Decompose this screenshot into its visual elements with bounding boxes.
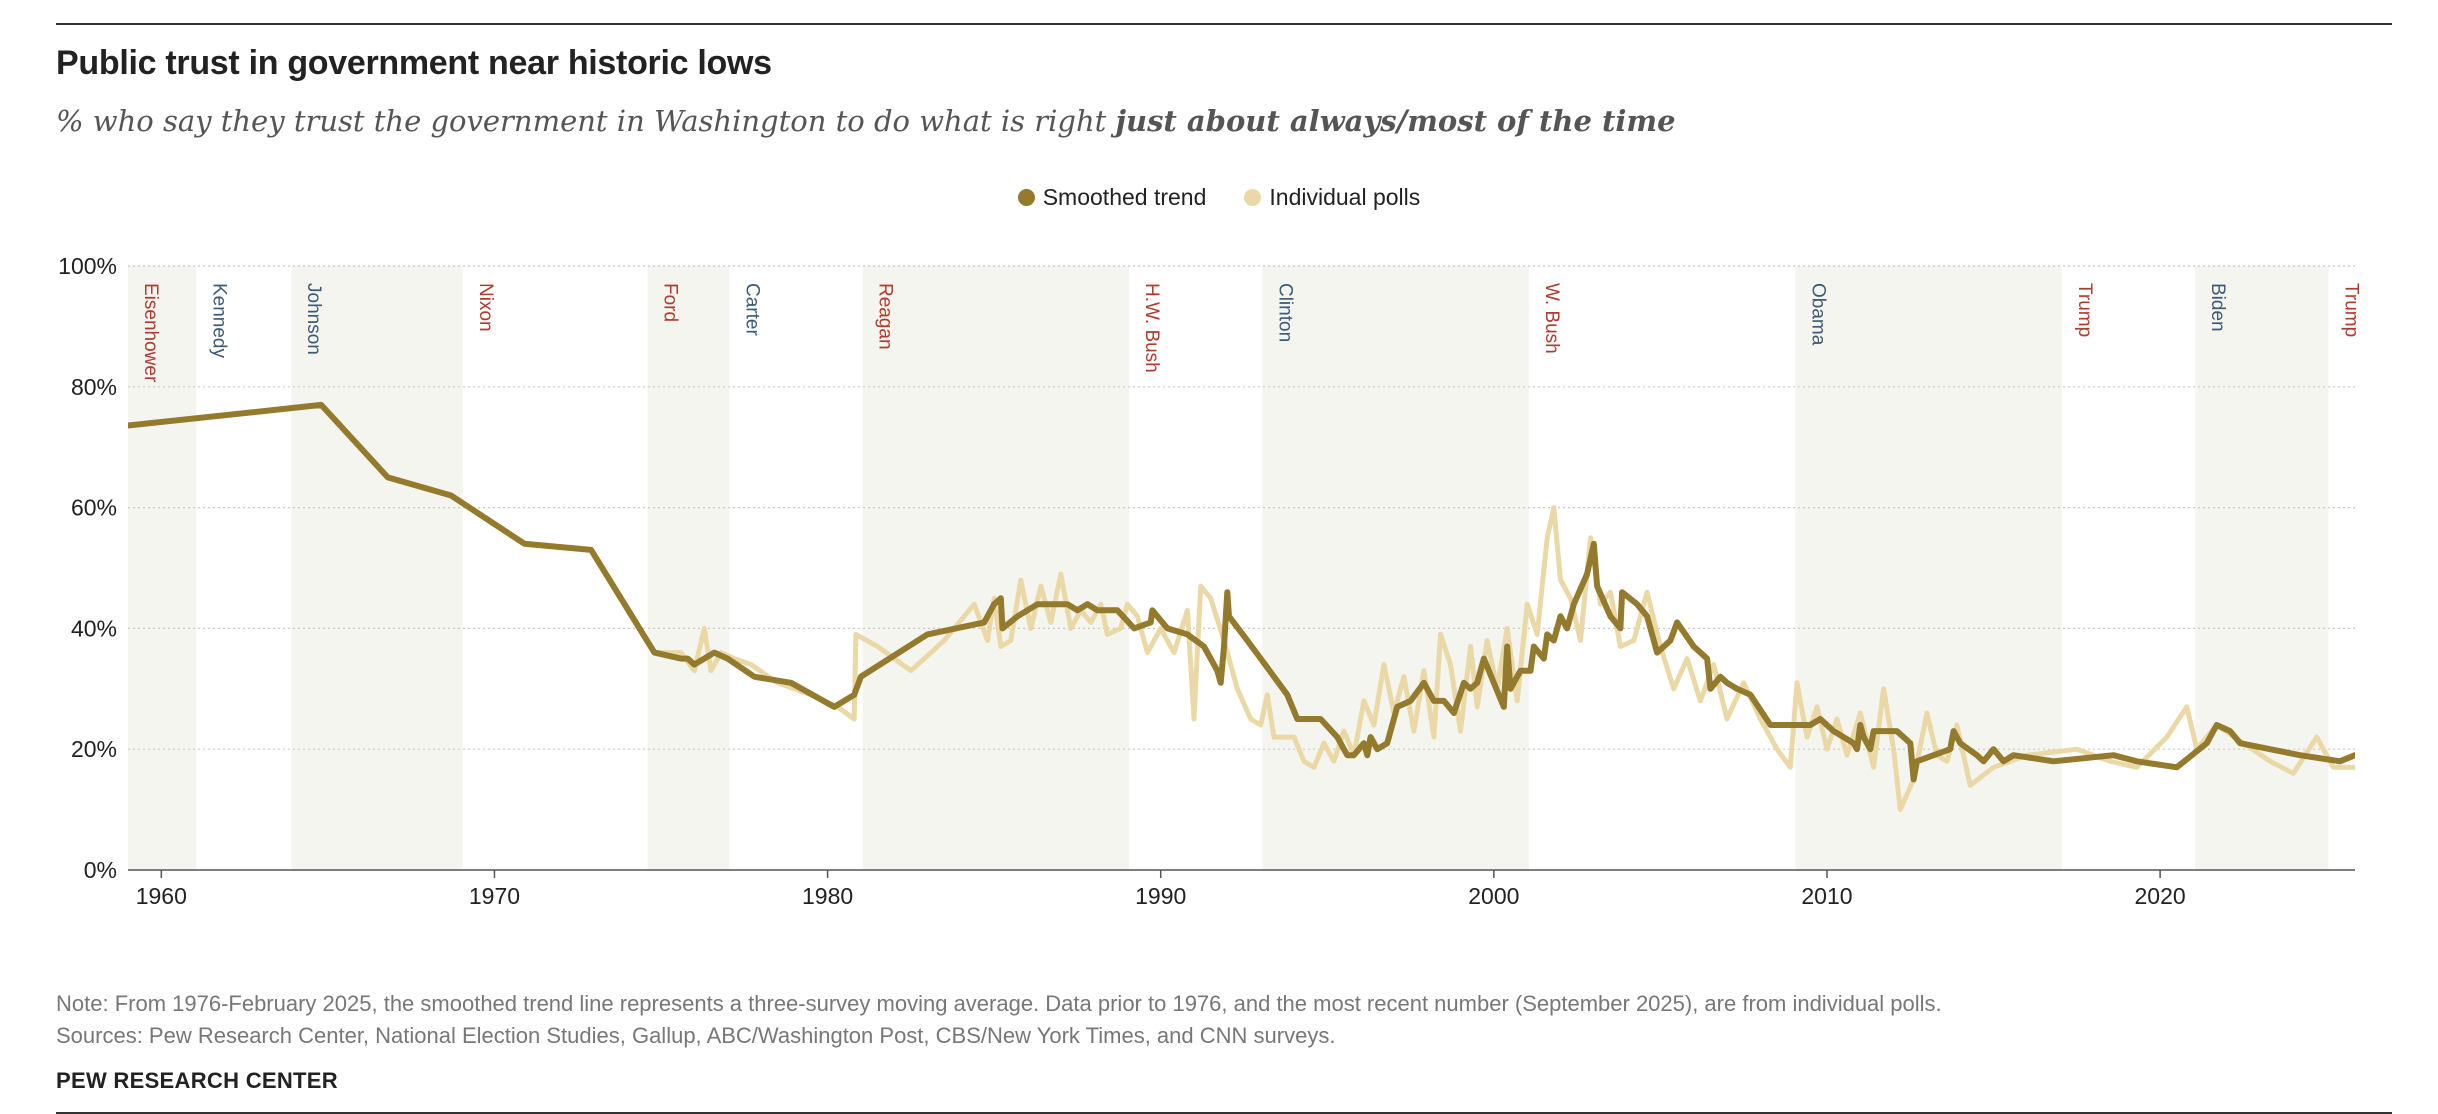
trust-line-chart: 0% 20% 40% 60% 80% 100% Eisenhower Kennedy Johns… [58,253,2361,909]
subtitle-bold: just about always/most of the time [1115,104,1676,138]
president-label: Johnson [303,283,324,355]
bottom-rule [56,1112,2392,1114]
president-band-12 [2195,266,2329,870]
y-tick-label: 100% [58,253,117,279]
president-band-8 [1262,266,1529,870]
sources-text: Sources: Pew Research Center, National E… [56,1023,1336,1048]
president-label: Trump [2340,283,2361,337]
legend-label-polls: Individual polls [1269,184,1421,210]
legend-item-smoothed: Smoothed trend [1017,184,1207,211]
legend-item-polls: Individual polls [1244,184,1420,211]
president-label: Ford [660,283,681,322]
subtitle-plain: % who say they trust the government in W… [56,104,1116,138]
x-tick-label: 2010 [1801,883,1852,909]
president-label: Eisenhower [140,283,161,383]
x-tick-label: 1960 [136,883,187,909]
president-label: Reagan [875,283,896,350]
x-tick-label: 2020 [2135,883,2186,909]
president-band-2 [291,266,463,870]
series-line-smoothed-trend [128,401,2355,783]
president-label: Kennedy [208,283,229,359]
x-tick-label: 2000 [1468,883,1519,909]
source-organization: PEW RESEARCH CENTER [56,1068,338,1093]
note-text: Note: From 1976-February 2025, the smoot… [56,991,1942,1016]
legend-swatch-smoothed [1017,189,1035,206]
chart-subtitle: % who say they trust the government in W… [56,104,1676,138]
president-band-4 [647,266,730,870]
x-tick-label: 1990 [1135,883,1186,909]
president-label: Clinton [1274,283,1295,342]
president-label: W. Bush [1541,283,1562,354]
president-label: Trump [2074,283,2095,337]
y-tick-label: 0% [84,857,117,883]
x-tick-label: 1980 [802,883,853,909]
president-label: Biden [2207,283,2228,332]
y-tick-label: 60% [71,495,117,521]
president-label: Obama [1807,283,1828,346]
chart-legend: Smoothed trend Individual polls [0,184,2438,211]
president-band-10 [1795,266,2062,870]
x-tick-label: 1970 [469,883,520,909]
chart-title: Public trust in government near historic… [56,44,772,82]
legend-swatch-polls [1244,189,1262,206]
y-tick-label: 20% [71,736,117,762]
president-band-0 [128,266,197,870]
president-label: H.W. Bush [1141,283,1162,373]
footnote: Note: From 1976-February 2025, the smoot… [56,988,1942,1052]
president-band-6 [862,266,1130,870]
y-tick-label: 80% [71,374,117,400]
president-label: Carter [741,283,762,336]
top-rule [56,23,2392,25]
y-tick-label: 40% [71,615,117,641]
legend-label-smoothed: Smoothed trend [1042,184,1207,210]
president-label: Nixon [475,283,496,332]
series-line-individual-polls [651,505,2355,813]
